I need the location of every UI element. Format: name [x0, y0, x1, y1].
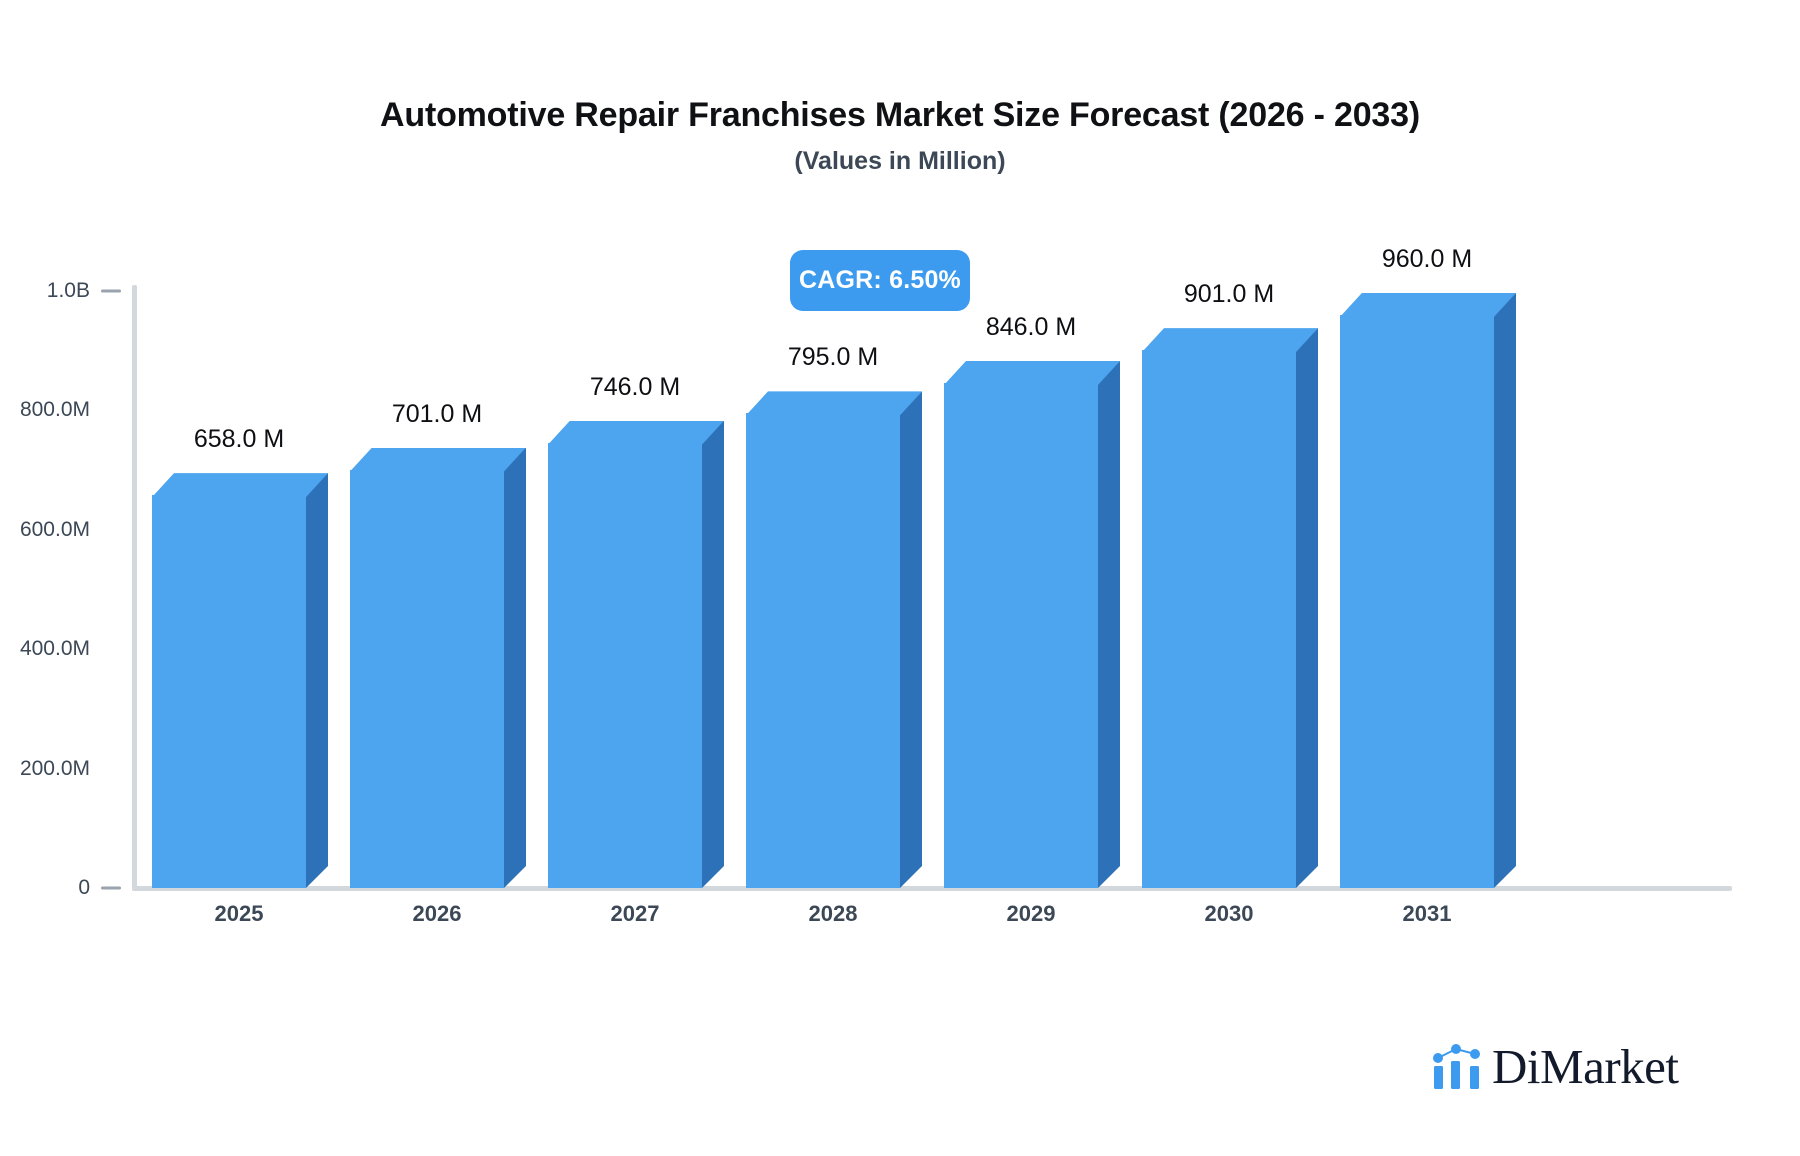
bar-2030 [1142, 328, 1318, 888]
bar-front-face [746, 413, 900, 888]
chart-subtitle: (Values in Million) [794, 147, 1006, 175]
bar-2028 [746, 391, 922, 888]
logo-text: DiMarket [1492, 1039, 1679, 1094]
dimarket-logo: DiMarket [1432, 1042, 1679, 1091]
x-axis-line [132, 886, 1732, 891]
bar-2027 [548, 420, 724, 888]
bar-top-face [152, 473, 328, 498]
bar-2025 [152, 473, 328, 888]
bar-front-face [152, 495, 306, 888]
bar-value-label: 795.0 M [787, 343, 879, 372]
y-axis-tick-mark [101, 886, 121, 890]
bar-side-face [900, 391, 922, 888]
bar-value-label: 901.0 M [1183, 280, 1275, 309]
bar-front-face [350, 469, 504, 888]
bar-top-face [746, 391, 922, 416]
y-axis-tick-label: 0 [78, 876, 90, 899]
bar-value-label: 960.0 M [1381, 244, 1473, 273]
bar-front-face [548, 442, 702, 888]
bar-top-face [1142, 328, 1318, 353]
x-axis-tick-label: 2025 [214, 901, 264, 926]
y-axis-tick-label: 600.0M [19, 517, 90, 541]
y-axis-line [132, 285, 137, 891]
x-axis-tick-label: 2027 [610, 901, 660, 926]
bar-side-face [1296, 328, 1318, 888]
bar-value-label: 701.0 M [391, 399, 483, 428]
bar-side-face [702, 420, 724, 888]
bar-value-label: 846.0 M [985, 312, 1077, 341]
bar-side-face [504, 447, 526, 888]
bar-value-label: 658.0 M [193, 425, 285, 454]
bar-side-face [306, 473, 328, 888]
y-axis-tick-label: 200.0M [19, 756, 90, 780]
x-axis-tick-label: 2028 [808, 901, 858, 926]
bar-2026 [350, 447, 526, 888]
bar-top-face [1340, 292, 1516, 317]
x-axis-tick-label: 2031 [1402, 901, 1452, 926]
cagr-badge: CAGR: 6.50% [790, 250, 970, 311]
y-axis-tick-label: 1.0B [46, 279, 90, 302]
chart-title: Automotive Repair Franchises Market Size… [380, 96, 1420, 134]
bar-front-face [1142, 350, 1296, 888]
x-axis-tick-label: 2030 [1204, 901, 1254, 926]
bar-2029 [944, 360, 1120, 888]
y-axis-tick-label: 800.0M [19, 398, 90, 422]
bar-top-face [548, 420, 724, 445]
bar-2031 [1340, 292, 1516, 888]
bar-chart-icon [1433, 1043, 1480, 1089]
bar-side-face [1494, 292, 1516, 888]
bar-front-face [1340, 314, 1494, 888]
x-axis-tick-label: 2026 [412, 901, 462, 926]
bar-front-face [944, 382, 1098, 888]
bar-side-face [1098, 360, 1120, 888]
bar-top-face [350, 447, 526, 472]
bar-value-label: 746.0 M [589, 372, 681, 401]
bar-top-face [944, 360, 1120, 385]
x-axis-tick-label: 2029 [1006, 901, 1056, 926]
y-axis-tick-mark [101, 289, 121, 293]
y-axis-tick-label: 400.0M [19, 637, 90, 661]
